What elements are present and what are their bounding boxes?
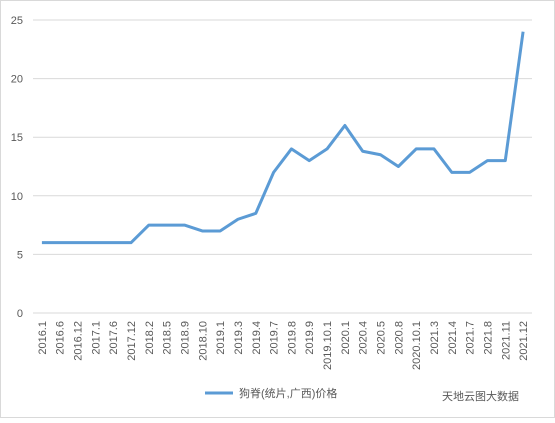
x-tick-label: 2016.6 (55, 321, 67, 355)
x-tick-label: 2020.10.1 (411, 321, 423, 370)
watermark: 天地云图大数据 (442, 389, 519, 403)
y-tick-label: 25 (11, 15, 23, 27)
x-tick-label: 2019.10.1 (322, 321, 334, 370)
legend-label: 狗脊(统片,广西)价格 (239, 386, 337, 400)
x-tick-label: 2019.3 (233, 321, 245, 355)
x-tick-label: 2019.7 (269, 321, 281, 355)
x-tick-label: 2017.1 (90, 321, 102, 355)
y-tick-label: 20 (11, 74, 23, 86)
x-tick-label: 2017.6 (108, 321, 120, 355)
x-tick-label: 2019.1 (215, 321, 227, 355)
x-tick-label: 2017.12 (126, 321, 138, 361)
x-tick-label: 2018.5 (162, 321, 174, 355)
x-tick-label: 2021.4 (447, 321, 459, 355)
x-tick-label: 2021.11 (500, 321, 512, 360)
x-tick-label: 2020.1 (340, 321, 352, 355)
y-tick-label: 10 (11, 191, 23, 203)
x-tick-label: 2020.5 (376, 321, 388, 355)
x-tick-label: 2016.12 (73, 321, 85, 361)
x-tick-label: 2020.4 (358, 321, 370, 355)
x-tick-label: 2019.4 (251, 321, 263, 355)
x-tick-label: 2021.12 (518, 321, 530, 361)
x-tick-label: 2019.9 (304, 321, 316, 355)
x-tick-label: 2021.3 (429, 321, 441, 355)
y-tick-label: 0 (17, 308, 23, 320)
x-tick-label: 2021.8 (482, 321, 494, 355)
y-tick-label: 15 (11, 132, 23, 144)
x-tick-label: 2019.8 (286, 321, 298, 355)
x-tick-label: 2018.9 (179, 321, 191, 355)
x-tick-label: 2018.2 (144, 321, 156, 355)
x-tick-label: 2021.7 (465, 321, 477, 355)
series-line (41, 31, 525, 245)
y-tick-label: 5 (17, 249, 23, 261)
x-tick-label: 2020.8 (393, 321, 405, 355)
x-tick-label: 2016.1 (37, 321, 49, 355)
x-tick-label: 2018.10 (197, 321, 209, 361)
